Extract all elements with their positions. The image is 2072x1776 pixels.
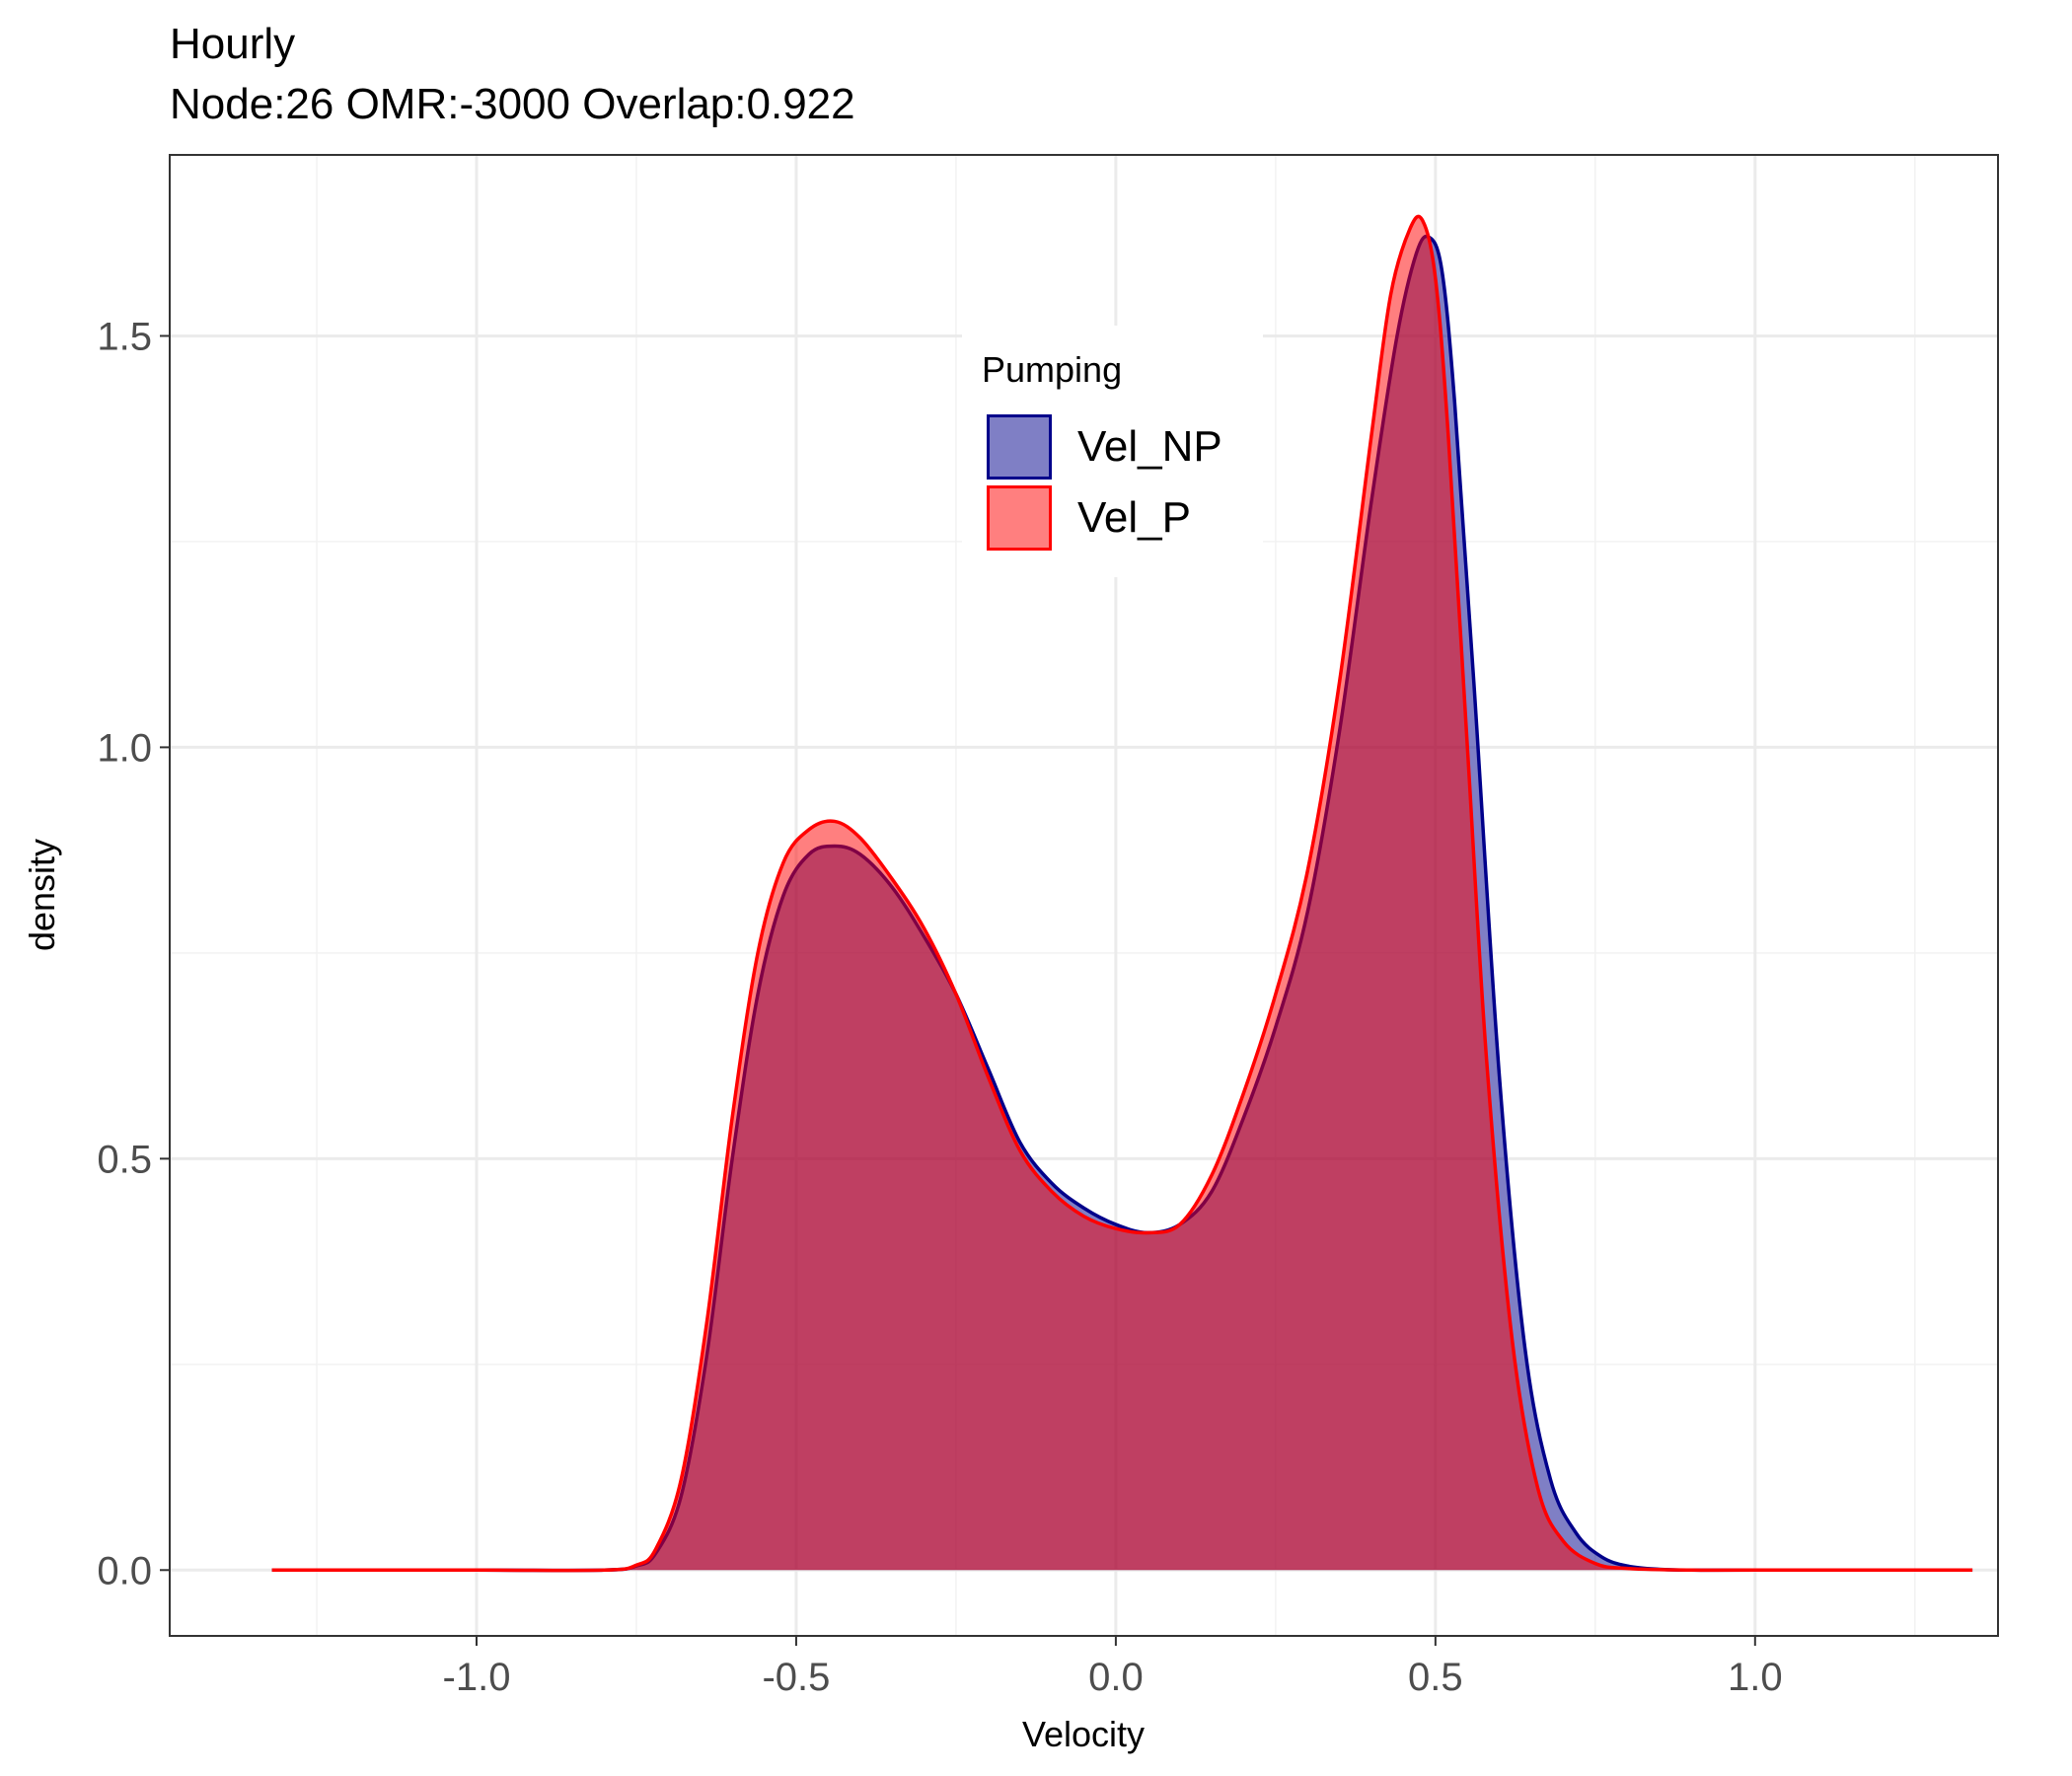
- legend: Pumping Vel_NP Vel_P: [962, 326, 1263, 577]
- x-axis-title: Velocity: [1022, 1714, 1145, 1754]
- legend-swatch-vel-np: [987, 414, 1052, 480]
- series-layer: [271, 214, 1973, 1573]
- legend-swatch-vel-p: [987, 485, 1052, 551]
- y-tick-label: 1.5: [97, 315, 152, 358]
- x-tick-label: -1.0: [443, 1656, 511, 1699]
- legend-items: Vel_NP Vel_P: [987, 414, 1222, 551]
- y-axis: 0.0 0.5 1.0 1.5: [97, 315, 170, 1592]
- x-tick-label: 0.0: [1088, 1656, 1144, 1699]
- density-line-vel-p: [271, 214, 1973, 1573]
- legend-title: Pumping: [982, 349, 1122, 390]
- chart-title: Hourly: [170, 20, 295, 68]
- legend-label-vel-np: Vel_NP: [1077, 422, 1222, 471]
- y-tick-label: 0.5: [97, 1138, 152, 1181]
- y-tick-label: 0.0: [97, 1549, 152, 1592]
- legend-label-vel-p: Vel_P: [1077, 493, 1191, 542]
- x-tick-label: -0.5: [762, 1656, 830, 1699]
- panel-border: [169, 154, 1999, 1637]
- x-tick-label: 0.5: [1408, 1656, 1463, 1699]
- y-axis-title: density: [22, 839, 62, 951]
- x-tick-label: 1.0: [1728, 1656, 1783, 1699]
- density-area-vel-p: [271, 216, 1973, 1571]
- y-tick-label: 1.0: [97, 726, 152, 770]
- x-axis: -1.0 -0.5 0.0 0.5 1.0: [443, 1636, 1783, 1699]
- chart-subtitle: Node:26 OMR:-3000 Overlap:0.922: [170, 80, 855, 128]
